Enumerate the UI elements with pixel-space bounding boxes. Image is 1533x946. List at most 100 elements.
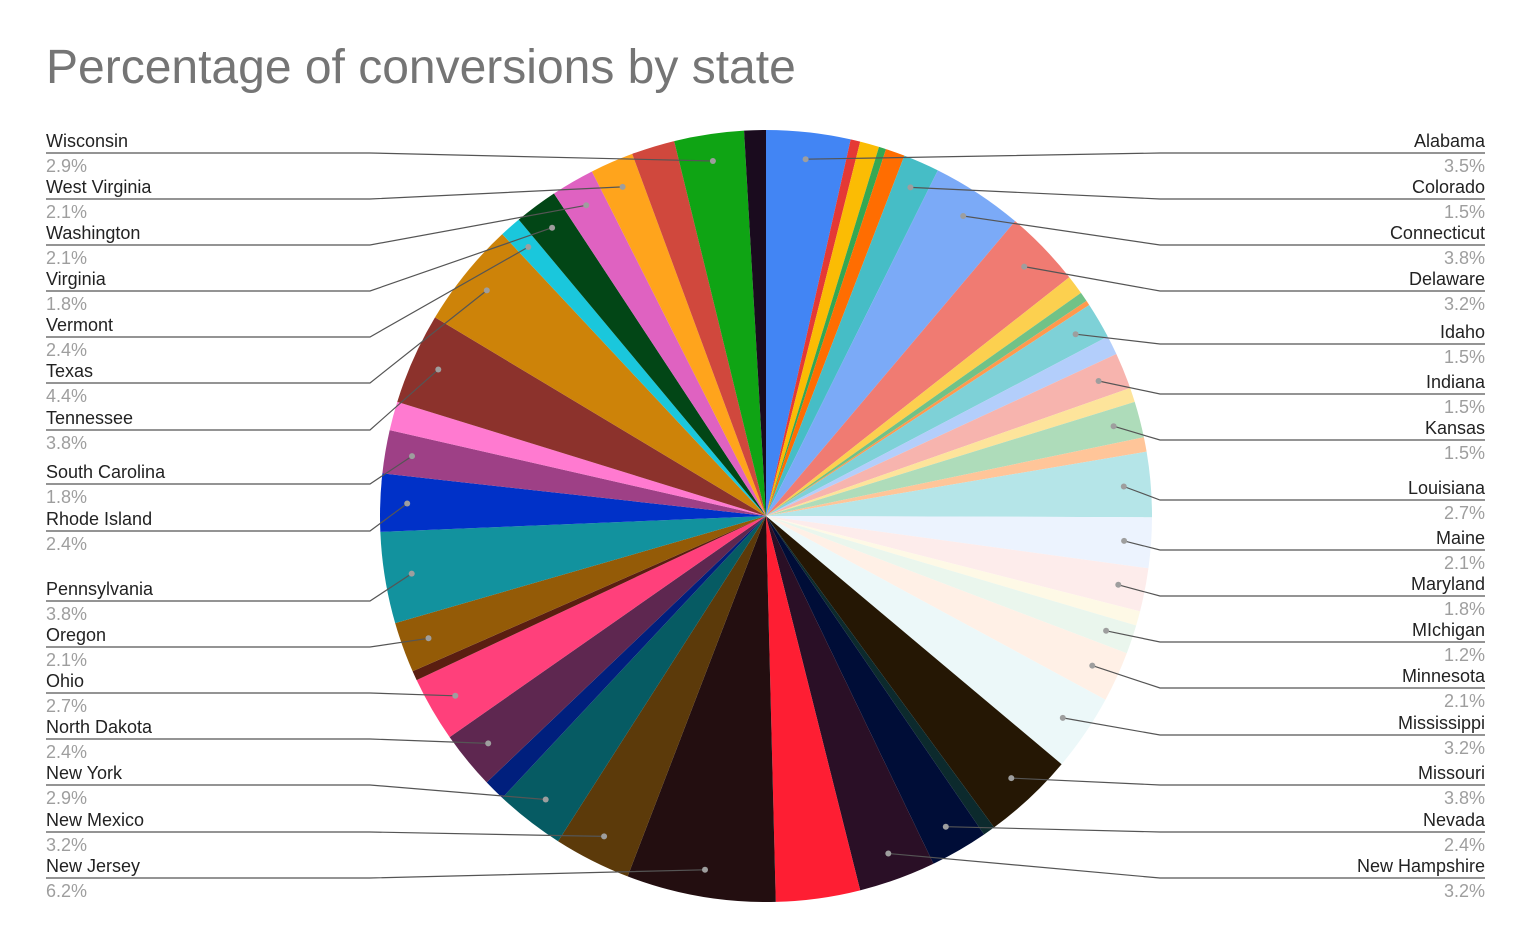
leader-line-nevada-26 — [945, 826, 1485, 833]
leader-line-texas-43 — [46, 289, 488, 384]
leader-line-new-york-32 — [46, 784, 546, 801]
chart-title: Percentage of conversions by state — [46, 41, 796, 94]
slice-label-value-michigan-21: 1.2% — [1444, 645, 1485, 665]
slice-label-name-kansas-15: Kansas — [1425, 418, 1485, 438]
pie-slice-slice-8 — [766, 277, 1081, 516]
slice-label-name-new-hampshire-28: New Hampshire — [1357, 856, 1485, 876]
leader-line-oregon-37 — [46, 637, 429, 648]
leader-line-connecticut-6 — [963, 215, 1485, 246]
leader-dot-vermont-44 — [525, 244, 532, 250]
pie-slice-new-york-32 — [502, 516, 766, 842]
slice-label-value-tennessee-42: 3.8% — [46, 433, 87, 453]
leader-dot-louisiana-17 — [1120, 483, 1127, 490]
slice-label-value-pennsylvania-38: 3.8% — [46, 604, 87, 624]
leader-line-pennsylvania-38 — [46, 573, 413, 602]
leader-line-delaware-7 — [1024, 266, 1485, 292]
leader-line-missouri-24 — [1011, 777, 1485, 786]
leader-line-ohio-35 — [46, 692, 456, 697]
leader-dot-maine-18 — [1121, 537, 1128, 544]
slice-label-name-idaho-11: Idaho — [1440, 322, 1485, 342]
pie-slice-slice-10 — [766, 300, 1090, 516]
leader-dot-pennsylvania-38 — [408, 570, 415, 577]
slice-label-value-west-virginia-47: 2.1% — [46, 202, 87, 222]
slice-label-name-west-virginia-47: West Virginia — [46, 177, 152, 197]
leader-line-mississippi-23 — [1062, 717, 1485, 736]
leader-line-new-mexico-31 — [46, 831, 605, 837]
leader-line-colorado-5 — [910, 186, 1485, 200]
pie-slice-idaho-11 — [766, 304, 1108, 516]
leader-dot-alabama-0 — [802, 156, 809, 163]
pie-slice-connecticut-6 — [766, 170, 1016, 516]
pie-slices — [380, 130, 1153, 903]
slice-label-name-south-carolina-40: South Carolina — [46, 462, 166, 482]
slice-label-name-oregon-37: Oregon — [46, 625, 106, 645]
pie-slice-slice-25 — [766, 516, 995, 835]
pie-slice-delaware-7 — [766, 221, 1070, 516]
pie-slice-slice-12 — [766, 336, 1117, 516]
pie-slice-slice-20 — [766, 516, 1141, 626]
slice-label-name-north-dakota-34: North Dakota — [46, 717, 153, 737]
pie-slice-slice-33 — [486, 516, 766, 798]
slice-label-name-maine-18: Maine — [1436, 528, 1485, 548]
pie-slice-indiana-13 — [766, 354, 1131, 516]
pie-slice-louisiana-17 — [766, 451, 1153, 518]
leader-dot-north-dakota-34 — [485, 740, 492, 747]
slice-label-value-oregon-37: 2.1% — [46, 650, 87, 670]
pie-slice-wisconsin-49 — [674, 130, 766, 516]
pie-slice-texas-43 — [435, 234, 766, 516]
leader-dot-ohio-35 — [452, 692, 459, 699]
leader-dot-idaho-11 — [1072, 331, 1079, 338]
slice-label-name-indiana-13: Indiana — [1426, 372, 1486, 392]
slice-label-value-virginia-45: 1.8% — [46, 294, 87, 314]
leader-dot-nevada-26 — [942, 823, 949, 830]
pie-slice-colorado-5 — [766, 155, 938, 516]
pie-slice-new-jersey-30 — [627, 516, 776, 903]
pie-slice-rhode-island-39 — [380, 473, 766, 532]
slice-labels: Alabama3.5%Colorado1.5%Connecticut3.8%De… — [46, 131, 1486, 901]
pie-slice-oregon-37 — [395, 516, 766, 672]
pie-slice-washington-46 — [553, 171, 766, 516]
leader-dot-michigan-21 — [1103, 627, 1110, 634]
slice-label-value-washington-46: 2.1% — [46, 248, 87, 268]
leader-line-virginia-45 — [46, 227, 553, 292]
pie-slice-maine-18 — [766, 516, 1152, 569]
leader-line-maine-18 — [1123, 540, 1485, 551]
slice-label-name-alabama-0: Alabama — [1414, 131, 1486, 151]
pie-slice-new-hampshire-28 — [766, 516, 934, 891]
slice-label-value-colorado-5: 1.5% — [1444, 202, 1485, 222]
leader-dot-colorado-5 — [907, 184, 914, 191]
leader-dot-delaware-7 — [1021, 263, 1028, 270]
leader-line-new-jersey-30 — [46, 869, 706, 879]
pie-slice-virginia-45 — [518, 193, 766, 516]
slice-label-name-new-york-32: New York — [46, 763, 123, 783]
slice-label-name-delaware-7: Delaware — [1409, 269, 1485, 289]
slice-label-name-tennessee-42: Tennessee — [46, 408, 133, 428]
leader-line-idaho-11 — [1075, 333, 1485, 345]
leader-dot-kansas-15 — [1110, 423, 1117, 430]
leader-lines — [46, 152, 1485, 879]
slice-label-value-delaware-7: 3.2% — [1444, 294, 1485, 314]
slice-label-value-minnesota-22: 2.1% — [1444, 691, 1485, 711]
leader-dot-west-virginia-47 — [619, 183, 626, 190]
slice-label-value-new-york-32: 2.9% — [46, 788, 87, 808]
leader-line-rhode-island-39 — [46, 503, 408, 532]
leader-dot-new-york-32 — [542, 796, 549, 803]
leader-dot-wisconsin-49 — [709, 158, 716, 164]
leader-line-new-hampshire-28 — [888, 852, 1485, 879]
pie-slice-mississippi-23 — [766, 516, 1106, 765]
leader-line-indiana-13 — [1098, 380, 1485, 395]
slice-label-value-north-dakota-34: 2.4% — [46, 742, 87, 762]
pie-slice-michigan-21 — [766, 516, 1137, 654]
pie-slice-slice-2 — [766, 141, 879, 517]
slice-label-value-south-carolina-40: 1.8% — [46, 487, 87, 507]
slice-label-name-pennsylvania-38: Pennsylvania — [46, 579, 154, 599]
pie-slice-slice-4 — [766, 149, 905, 516]
pie-slice-maryland-19 — [766, 516, 1149, 612]
pie-slice-west-virginia-47 — [591, 153, 766, 516]
leader-dot-oregon-37 — [425, 635, 432, 642]
leader-dot-new-mexico-31 — [601, 833, 608, 840]
pie-slice-ohio-35 — [416, 516, 766, 738]
leader-dot-connecticut-6 — [960, 213, 967, 219]
pie-slice-slice-41 — [389, 401, 766, 516]
leader-dot-minnesota-22 — [1089, 662, 1096, 669]
